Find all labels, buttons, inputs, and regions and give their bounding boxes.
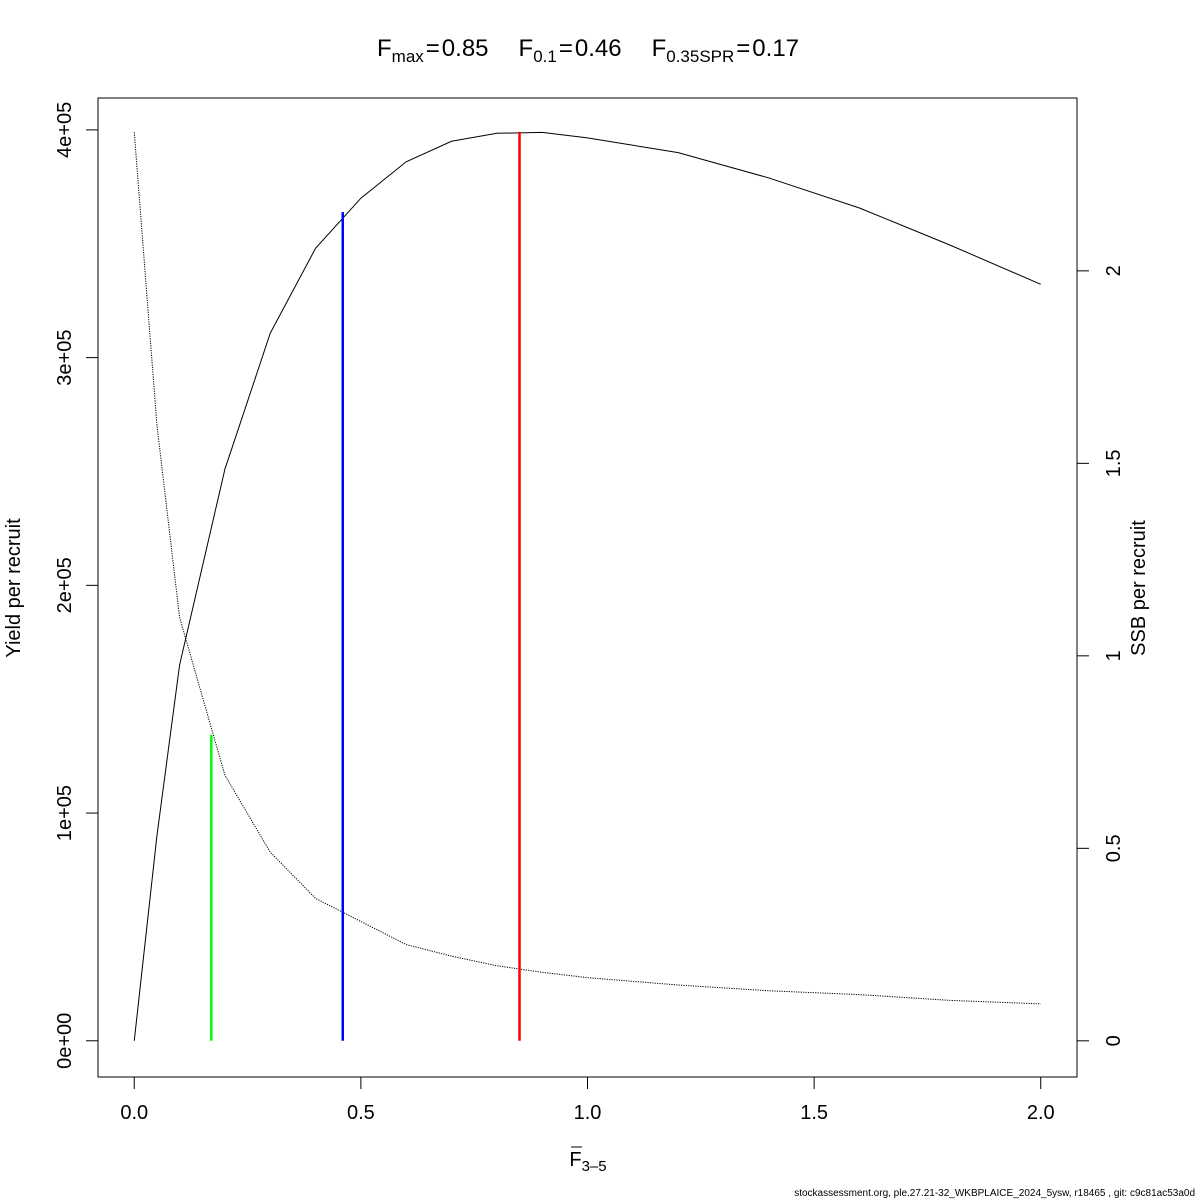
y2-tick-label: 0 — [1103, 1035, 1125, 1046]
footer: stockassessment.org, ple.27.21-32_WKBPLA… — [794, 1188, 1195, 1199]
x-tick-label: 0.0 — [120, 1102, 148, 1124]
title-relation: = — [559, 35, 573, 62]
y2-tick-label: 2 — [1103, 265, 1125, 276]
title-value: 0.85 — [442, 35, 489, 62]
x-tick-label: 1.5 — [800, 1102, 828, 1124]
x-tick-label: 0.5 — [347, 1102, 375, 1124]
y-tick-label: 1e+05 — [54, 785, 76, 841]
y-axis-label: Yield per recruit — [3, 518, 25, 658]
y-tick-label: 2e+05 — [54, 557, 76, 613]
plot-frame — [97, 97, 1078, 1078]
title-subscript: 0.35SPR — [666, 47, 734, 66]
title-value: 0.17 — [752, 35, 799, 62]
x-label-subscript: 3–5 — [582, 1158, 607, 1175]
title-subscript: 0.1 — [533, 47, 557, 66]
y2-tick-label: 1 — [1103, 650, 1125, 661]
y2-axis-label: SSB per recruit — [1128, 520, 1150, 656]
y2-tick-label: 0.5 — [1103, 834, 1125, 862]
y-tick-label: 4e+05 — [54, 102, 76, 158]
chart-title: Fmax=0.85 F0.1=0.46 F0.35SPR=0.17 — [377, 35, 799, 66]
title-relation: = — [426, 35, 440, 62]
y2-tick-label: 1.5 — [1103, 449, 1125, 477]
title-value: 0.46 — [575, 35, 622, 62]
x-tick-label: 1.0 — [574, 1102, 602, 1124]
y-tick-label: 0e+00 — [54, 1013, 76, 1069]
x-tick-label: 2.0 — [1027, 1102, 1055, 1124]
title-relation: = — [736, 35, 750, 62]
title-subscript: max — [392, 47, 425, 66]
title-symbol: F — [377, 35, 392, 62]
x-axis-label: F3–5 — [569, 1149, 606, 1175]
title-symbol: F — [519, 35, 534, 62]
ssb-line — [133, 132, 1041, 1005]
title-symbol: F — [652, 35, 667, 62]
yield-line — [133, 131, 1041, 1041]
y-tick-label: 3e+05 — [54, 330, 76, 386]
x-label-symbol: F — [569, 1149, 581, 1171]
